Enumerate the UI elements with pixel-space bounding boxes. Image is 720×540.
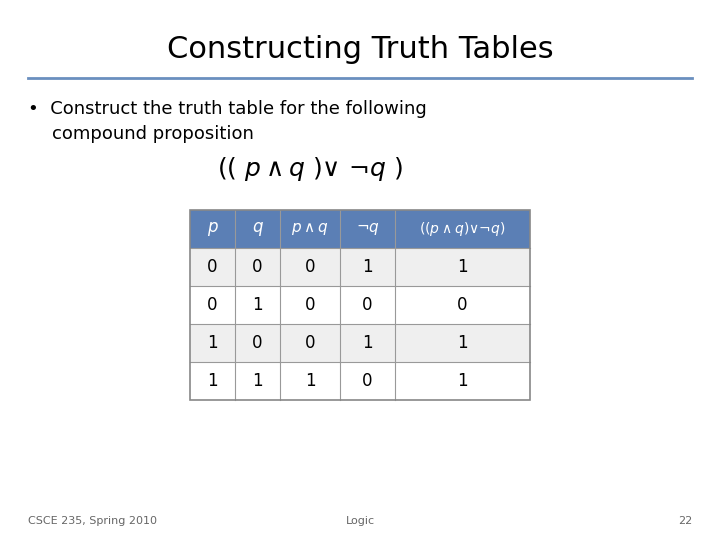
Text: 0: 0 <box>252 334 263 352</box>
Bar <box>190 248 530 286</box>
Text: 1: 1 <box>305 372 315 390</box>
Text: $q$: $q$ <box>251 220 264 238</box>
Bar <box>190 210 530 400</box>
Text: 0: 0 <box>362 372 373 390</box>
Text: 1: 1 <box>252 372 263 390</box>
Text: (($p \wedge q$)$\vee\neg q$): (($p \wedge q$)$\vee\neg q$) <box>420 220 505 238</box>
Text: 22: 22 <box>678 516 692 526</box>
Text: 1: 1 <box>252 296 263 314</box>
Text: $p$: $p$ <box>207 220 218 238</box>
Text: 0: 0 <box>362 296 373 314</box>
Text: $\neg q$: $\neg q$ <box>356 221 379 237</box>
Bar <box>190 210 530 248</box>
Text: 0: 0 <box>305 334 315 352</box>
Text: 1: 1 <box>457 372 468 390</box>
Text: Logic: Logic <box>346 516 374 526</box>
Text: 0: 0 <box>457 296 468 314</box>
Text: Constructing Truth Tables: Constructing Truth Tables <box>167 36 553 64</box>
Text: •  Construct the truth table for the following: • Construct the truth table for the foll… <box>28 100 427 118</box>
Text: $p\wedge q$: $p\wedge q$ <box>291 221 329 237</box>
Text: (( $p \wedge q$ )$\vee\ \neg q$ ): (( $p \wedge q$ )$\vee\ \neg q$ ) <box>217 155 403 183</box>
Text: 1: 1 <box>362 334 373 352</box>
Bar <box>190 324 530 362</box>
Text: 0: 0 <box>207 296 217 314</box>
Text: 1: 1 <box>457 334 468 352</box>
Text: 0: 0 <box>305 296 315 314</box>
Text: 0: 0 <box>252 258 263 276</box>
Text: 1: 1 <box>207 372 218 390</box>
Text: 1: 1 <box>207 334 218 352</box>
Text: 1: 1 <box>362 258 373 276</box>
Text: 0: 0 <box>207 258 217 276</box>
Text: compound proposition: compound proposition <box>52 125 254 143</box>
Bar <box>190 362 530 400</box>
Bar <box>190 286 530 324</box>
Text: CSCE 235, Spring 2010: CSCE 235, Spring 2010 <box>28 516 157 526</box>
Text: 0: 0 <box>305 258 315 276</box>
Text: 1: 1 <box>457 258 468 276</box>
